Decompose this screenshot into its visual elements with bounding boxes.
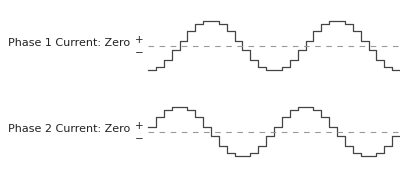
Text: −: − xyxy=(135,134,144,144)
Text: Phase 2 Current: Zero: Phase 2 Current: Zero xyxy=(8,124,130,134)
Text: Phase 1 Current: Zero: Phase 1 Current: Zero xyxy=(8,38,130,48)
Text: +: + xyxy=(135,121,144,131)
Text: +: + xyxy=(135,35,144,45)
Text: −: − xyxy=(135,48,144,58)
